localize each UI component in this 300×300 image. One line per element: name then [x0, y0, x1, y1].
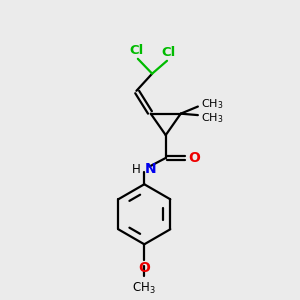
Text: Cl: Cl: [161, 46, 176, 59]
Text: O: O: [138, 261, 150, 275]
Text: CH$_3$: CH$_3$: [201, 111, 223, 125]
Text: CH$_3$: CH$_3$: [201, 97, 223, 111]
Text: O: O: [189, 151, 200, 165]
Text: Cl: Cl: [129, 44, 143, 57]
Text: N: N: [145, 162, 157, 176]
Text: CH$_3$: CH$_3$: [132, 280, 156, 296]
Text: H: H: [132, 163, 141, 176]
